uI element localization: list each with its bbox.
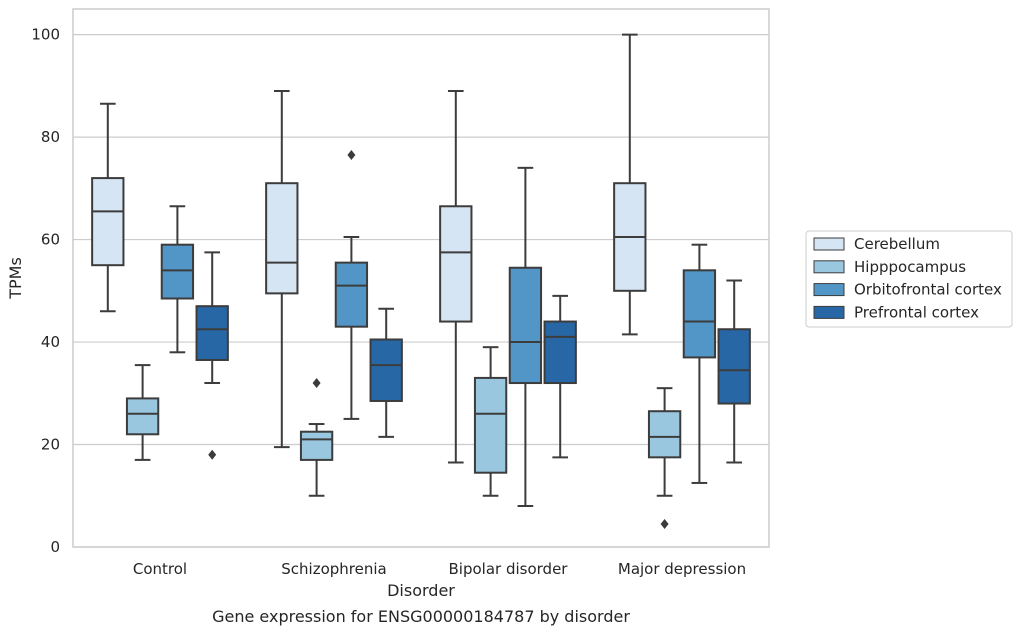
box-3-3 [717, 279, 751, 464]
box-body [473, 376, 508, 474]
legend-label: Prefrontal cortex [854, 303, 979, 321]
box-3-1 [369, 307, 403, 438]
legend-label: Cerebellum [854, 235, 940, 253]
box-body [91, 177, 125, 267]
box-0-3 [613, 33, 647, 336]
box-1-3 [647, 387, 682, 529]
x-tick-label: Bipolar disorder [449, 560, 569, 578]
plot-frame [72, 8, 770, 548]
box-body [682, 269, 717, 359]
box-body [647, 410, 682, 459]
outlier-point [660, 518, 669, 529]
box-2-1 [334, 150, 369, 420]
legend-swatch [813, 305, 845, 319]
y-tick-labels: 0 20 40 60 80 100 [31, 26, 60, 556]
x-tick-label: Schizophrenia [281, 560, 386, 578]
box-1-2 [473, 346, 508, 497]
box-body [508, 266, 543, 385]
y-tick-label: 100 [31, 26, 60, 44]
box-1-1 [299, 378, 334, 497]
x-tick-label: Control [133, 560, 187, 578]
x-tick-labels: Control Schizophrenia Bipolar disorder Majo… [133, 560, 746, 578]
box-2-3 [682, 243, 717, 484]
box-body [543, 320, 577, 385]
box-3-0 [195, 251, 229, 460]
box-0-0 [91, 102, 125, 313]
box-body [125, 397, 160, 436]
legend-item: Orbitofrontal cortex [813, 281, 1002, 299]
y-axis-label: TPMs [6, 257, 25, 300]
box-3-2 [543, 294, 577, 459]
legend-label: Hipppocampus [854, 258, 966, 276]
box-2-0 [160, 205, 195, 354]
legend-item: Hipppocampus [813, 258, 966, 276]
box-body [439, 205, 473, 323]
legend-label: Orbitofrontal cortex [854, 281, 1002, 299]
box-body [160, 243, 195, 300]
chart-caption: Gene expression for ENSG00000184787 by d… [212, 607, 630, 626]
box-0-2 [439, 89, 473, 464]
box-body [265, 182, 299, 295]
box-body [299, 430, 334, 461]
legend-item: Cerebellum [813, 235, 940, 253]
box-body [717, 328, 751, 405]
outlier-point [312, 378, 321, 389]
y-tick-label: 80 [41, 128, 60, 146]
outlier-point [347, 150, 356, 161]
legend-frame [805, 230, 1013, 328]
box-body [195, 305, 229, 361]
legend-item: Prefrontal cortex [813, 303, 979, 321]
y-tick-label: 0 [50, 538, 60, 556]
legend-swatch [813, 283, 845, 297]
y-tick-label: 40 [41, 333, 60, 351]
x-tick-label: Major depression [618, 560, 746, 578]
box-2-2 [508, 166, 543, 508]
legend-items: Cerebellum Hipppocampus Orbitofrontal cort… [813, 235, 1002, 321]
box-1-0 [125, 364, 160, 461]
y-tick-label: 60 [41, 231, 60, 249]
boxes [91, 33, 751, 529]
y-tick-label: 20 [41, 436, 60, 454]
outlier-point [208, 449, 217, 460]
x-axis-label: Disorder [387, 581, 455, 600]
legend: Cerebellum Hipppocampus Orbitofrontal cort… [805, 230, 1013, 328]
legend-swatch [813, 237, 845, 251]
box-body [369, 338, 403, 402]
box-0-1 [265, 89, 299, 449]
box-body [334, 261, 369, 328]
legend-swatch [813, 260, 845, 274]
